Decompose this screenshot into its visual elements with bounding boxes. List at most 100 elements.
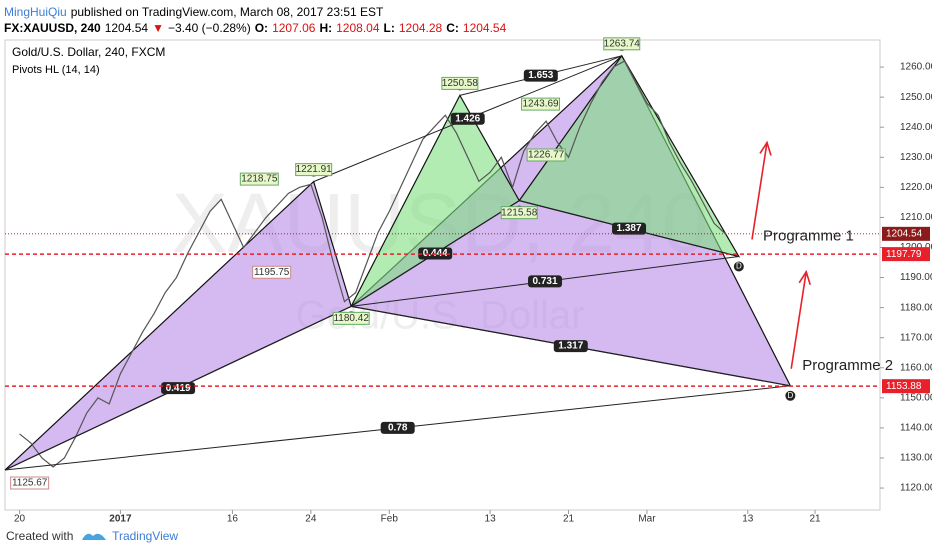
level-tag	[882, 247, 930, 262]
y-tick-label: 1180.00	[900, 302, 932, 313]
y-tick-label: 1190.00	[900, 272, 932, 283]
price-line	[19, 60, 726, 468]
annotation: Programme 1	[763, 227, 854, 244]
x-tick-label: 13	[485, 514, 497, 525]
logo	[81, 533, 106, 540]
publish-line: MingHuiQiu published on TradingView.com, …	[4, 4, 510, 20]
price-tag-label: 1263.74	[604, 38, 641, 49]
y-tick-label: 1120.00	[900, 483, 932, 494]
level-tag	[882, 379, 930, 394]
point-marker	[733, 261, 744, 272]
h-label: H:	[319, 21, 333, 35]
created: Created with	[6, 529, 74, 543]
ratio-box	[528, 275, 563, 288]
pivot-label: 1243.69	[522, 99, 559, 110]
price-tag-label: 1180.42	[333, 313, 369, 324]
pivot-label: 1226.77	[528, 150, 565, 161]
x-tick-label: 21	[563, 514, 575, 525]
y-tick-label: 1150.00	[900, 392, 932, 403]
header: MingHuiQiu published on TradingView.com, …	[4, 4, 510, 36]
arrow	[751, 142, 768, 240]
price-tag	[441, 76, 479, 90]
author[interactable]: MingHuiQiu	[4, 5, 67, 19]
pivot-box	[526, 148, 566, 162]
close: 1204.54	[462, 21, 507, 35]
y-tick-label: 1220.00	[900, 182, 932, 193]
y-tick-label: 1240.00	[900, 122, 932, 133]
chart-subtitle: Pivots HL (14, 14)	[12, 64, 100, 76]
x-tick-label: 21	[809, 514, 821, 525]
point-letter: D	[787, 391, 793, 400]
high: 1208.04	[336, 21, 380, 35]
price-tag-label: 1250.58	[442, 78, 479, 89]
ratio-label: 0.731	[532, 276, 557, 287]
price-tag-label: 1215.58	[501, 207, 538, 218]
pivot-box	[252, 265, 292, 279]
y-tick-label: 1250.00	[900, 92, 932, 103]
ratio-label: 1.426	[455, 113, 480, 124]
arrow-head	[798, 269, 811, 286]
y-tick-label: 1160.00	[900, 362, 932, 373]
price-tag	[295, 163, 333, 177]
change: −3.40 (−0.28%)	[167, 21, 251, 35]
y-tick-label: 1210.00	[900, 212, 932, 223]
pivot-label: 1218.75	[241, 174, 278, 185]
chart-title: Gold/U.S. Dollar, 240, FXCM	[12, 45, 165, 59]
symbol: FX:XAUUSD, 240	[4, 21, 101, 35]
ratio-label: 0.78	[388, 423, 408, 434]
pivot-box	[239, 172, 279, 186]
x-tick-label: 13	[742, 514, 754, 525]
pivot-label: 1125.67	[12, 478, 48, 489]
y-tick-label: 1260.00	[900, 62, 932, 73]
last: 1204.54	[104, 21, 149, 35]
x-tick-label: Feb	[381, 514, 399, 525]
ratio-label: 0.419	[166, 383, 191, 394]
arrow: ▼	[152, 21, 164, 35]
c-label: C:	[446, 21, 459, 35]
ratio-box	[612, 222, 647, 235]
y-tick-label: 1230.00	[900, 152, 932, 163]
ratio-box	[380, 421, 415, 434]
footer: Created with TradingView	[6, 528, 178, 543]
price-tag	[603, 37, 641, 51]
price-tag	[332, 311, 370, 325]
ticker-line: FX:XAUUSD, 240 1204.54 ▼ −3.40 (−0.28%) O: 12…	[4, 20, 510, 36]
ratio-box	[161, 382, 196, 395]
y-tick-label: 1170.00	[900, 332, 932, 343]
l-label: L:	[383, 21, 395, 35]
ratio-box	[523, 69, 558, 82]
x-tick-label: 24	[305, 514, 317, 525]
annotation: Programme 2	[802, 357, 893, 374]
pivot-box	[521, 97, 561, 111]
x-tick-label: Mar	[638, 514, 656, 525]
published: published on TradingView.com, March 08, …	[70, 5, 384, 19]
ratio-box	[553, 340, 588, 353]
price-tag-label: 1221.91	[296, 164, 333, 175]
level-tag-label: 1153.88	[886, 381, 922, 392]
point-marker	[785, 390, 796, 401]
level-tag-label: 1197.79	[886, 249, 922, 260]
y-tick-label: 1140.00	[900, 423, 932, 434]
level-tag-label: 1204.54	[886, 228, 923, 239]
o-label: O:	[254, 21, 269, 35]
y-tick-label: 1130.00	[900, 453, 932, 464]
open: 1207.06	[272, 21, 316, 35]
arrow-head	[759, 140, 772, 156]
level-tag	[882, 226, 930, 241]
point-letter: D	[736, 262, 742, 271]
ratio-label: 1.317	[558, 341, 583, 352]
brand[interactable]: TradingView	[112, 529, 179, 543]
pivot-box	[10, 476, 50, 490]
arrow	[790, 271, 808, 369]
ratio-label: 1.653	[528, 70, 553, 81]
low: 1204.28	[398, 21, 443, 35]
x-tick-label: 2017	[109, 514, 132, 525]
x-tick-label: 20	[14, 514, 26, 525]
x-tick-label: 16	[227, 514, 239, 525]
ratio-box	[450, 112, 485, 125]
pivot-label: 1195.75	[254, 267, 290, 278]
price-tag	[500, 206, 538, 220]
ratio-label: 1.387	[617, 223, 642, 234]
